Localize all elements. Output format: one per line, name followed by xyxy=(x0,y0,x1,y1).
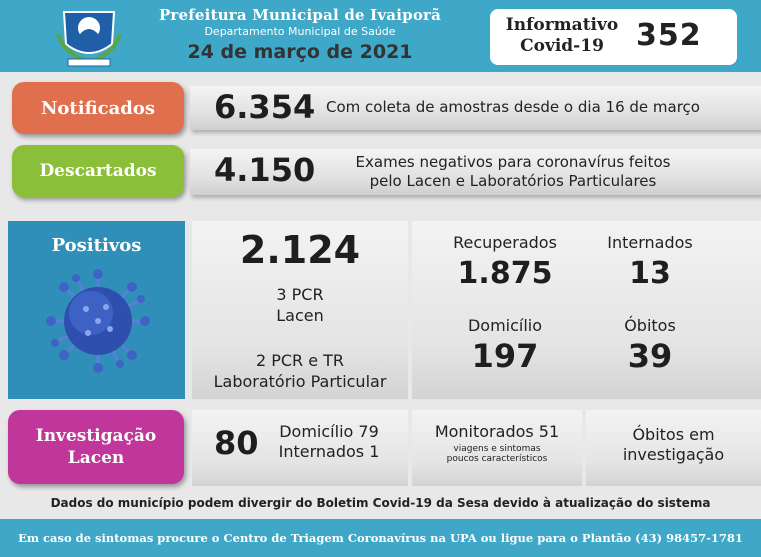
positivos-total: 2.124 xyxy=(239,228,361,272)
internados-value: 13 xyxy=(629,256,671,291)
investigacao-total: 80 xyxy=(214,424,259,462)
descartados-strip xyxy=(190,149,761,195)
info-label-2: Covid-19 xyxy=(520,36,604,56)
positivos-breakdown-panel xyxy=(412,221,761,399)
domicilio-value: 197 xyxy=(471,337,539,375)
descartados-description-line-1: Exames negativos para coronavírus feitos xyxy=(355,153,671,171)
positivos-lab: 2 PCR e TR Laboratório Particular xyxy=(192,350,408,392)
descartados-description: Exames negativos para coronavírus feitos… xyxy=(318,153,708,191)
bulletin-info-box: Informativo Covid-19 352 xyxy=(490,9,737,65)
bulletin-date: 24 de março de 2021 xyxy=(187,41,413,63)
investigacao-breakdown: Domicílio 79 Internados 1 xyxy=(270,422,388,462)
header-title: Prefeitura Municipal de Ivaiporã xyxy=(158,6,442,24)
obitos-investigacao-panel xyxy=(586,410,761,486)
obitos-investigacao-line-1: Óbitos em xyxy=(632,425,715,444)
disclaimer-note: Dados do município podem divergir do Bol… xyxy=(50,496,711,510)
positivos-panel: Positivos xyxy=(8,221,185,399)
positivos-lacen-line-2: Lacen xyxy=(276,306,324,325)
monitorados-value: Monitorados 51 xyxy=(434,422,560,441)
footer-contact: Em caso de sintomas procure o Centro de … xyxy=(18,531,743,545)
monitorados-note-line-1: viagens e sintomas xyxy=(453,444,541,454)
info-label-1: Informativo xyxy=(505,15,619,35)
bulletin-number: 352 xyxy=(636,18,702,53)
monitorados-panel xyxy=(412,410,582,486)
notificados-value: 6.354 xyxy=(214,88,316,126)
info-title: Informativo Covid-19 xyxy=(498,15,626,57)
header-subtitle: Departamento Municipal de Saúde xyxy=(204,25,396,38)
recuperados-value: 1.875 xyxy=(457,256,553,291)
monitorados-note-line-2: poucos característicos xyxy=(446,454,548,464)
notificados-description: Com coleta de amostras desde o dia 16 de… xyxy=(326,98,700,116)
investigacao-label-line-1: Investigação xyxy=(35,426,157,446)
obitos-value: 39 xyxy=(627,337,673,375)
positivos-total-panel xyxy=(192,221,408,399)
obitos-label: Óbitos xyxy=(624,316,676,335)
obitos-investigacao: Óbitos em investigação xyxy=(586,425,761,465)
municipal-crest-icon xyxy=(56,11,122,67)
positivos-lacen-line-1: 3 PCR xyxy=(276,285,324,304)
positivos-label: Positivos xyxy=(51,235,142,256)
investigacao-label-line-2: Lacen xyxy=(67,448,125,468)
descartados-value: 4.150 xyxy=(214,151,316,189)
monitorados-note: viagens e sintomas poucos característico… xyxy=(412,444,582,464)
coronavirus-icon xyxy=(46,269,150,373)
positivos-lacen: 3 PCR Lacen xyxy=(192,284,408,326)
investigacao-label: Investigação Lacen xyxy=(8,410,184,484)
investigacao-total-panel xyxy=(192,410,408,486)
notificados-strip xyxy=(190,86,761,130)
descartados-label: Descartados xyxy=(12,145,184,197)
investigacao-internados: Internados 1 xyxy=(278,442,380,461)
internados-label: Internados xyxy=(607,233,693,252)
investigacao-domicilio: Domicílio 79 xyxy=(279,422,379,441)
footer-bar: Em caso de sintomas procure o Centro de … xyxy=(0,519,761,557)
positivos-lab-line-2: Laboratório Particular xyxy=(213,372,387,391)
notificados-label: Notificados xyxy=(12,82,184,134)
recuperados-label: Recuperados xyxy=(453,233,557,252)
obitos-investigacao-line-2: investigação xyxy=(622,445,725,464)
descartados-description-line-2: pelo Lacen e Laboratórios Particulares xyxy=(369,172,657,190)
domicilio-label: Domicílio xyxy=(467,316,543,335)
positivos-lab-line-1: 2 PCR e TR xyxy=(255,351,345,370)
header-bar: Prefeitura Municipal de Ivaiporã Departa… xyxy=(0,0,761,72)
